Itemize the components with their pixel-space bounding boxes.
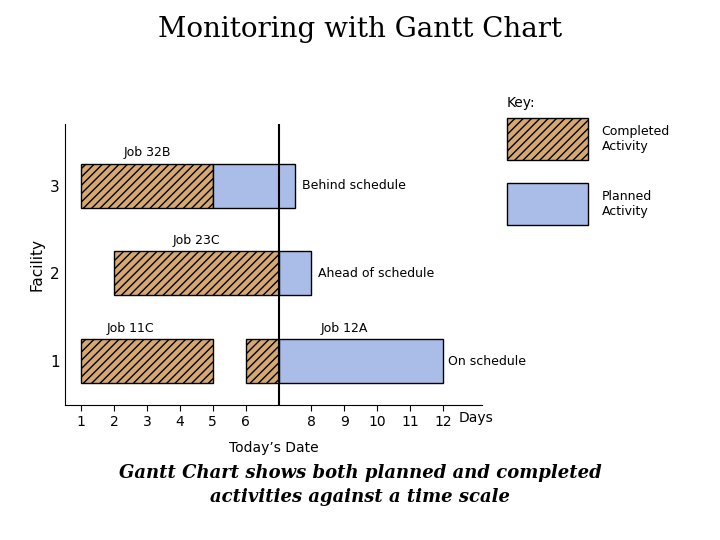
Bar bbox=[81, 164, 213, 207]
Text: Job 23C: Job 23C bbox=[173, 234, 220, 247]
X-axis label: Today’s Date: Today’s Date bbox=[229, 441, 318, 455]
Bar bbox=[81, 339, 213, 383]
Text: Planned
Activity: Planned Activity bbox=[602, 190, 652, 218]
Text: Completed
Activity: Completed Activity bbox=[602, 125, 670, 153]
Bar bbox=[114, 252, 279, 295]
Bar bbox=[279, 252, 312, 295]
Text: Monitoring with Gantt Chart: Monitoring with Gantt Chart bbox=[158, 16, 562, 43]
Text: Behind schedule: Behind schedule bbox=[302, 179, 405, 192]
Text: Ahead of schedule: Ahead of schedule bbox=[318, 267, 434, 280]
Bar bbox=[507, 118, 588, 160]
Bar bbox=[279, 339, 443, 383]
Bar bbox=[246, 339, 279, 383]
Text: On schedule: On schedule bbox=[448, 355, 526, 368]
Text: Key:: Key: bbox=[507, 96, 536, 110]
Text: Gantt Chart shows both planned and completed
activities against a time scale: Gantt Chart shows both planned and compl… bbox=[119, 464, 601, 506]
Text: Job 32B: Job 32B bbox=[123, 146, 171, 159]
Bar bbox=[507, 183, 588, 225]
Text: Job 11C: Job 11C bbox=[107, 322, 154, 335]
Bar bbox=[213, 164, 295, 207]
Text: Days: Days bbox=[459, 411, 493, 425]
Text: Job 12A: Job 12A bbox=[320, 322, 368, 335]
Y-axis label: Facility: Facility bbox=[30, 238, 45, 291]
